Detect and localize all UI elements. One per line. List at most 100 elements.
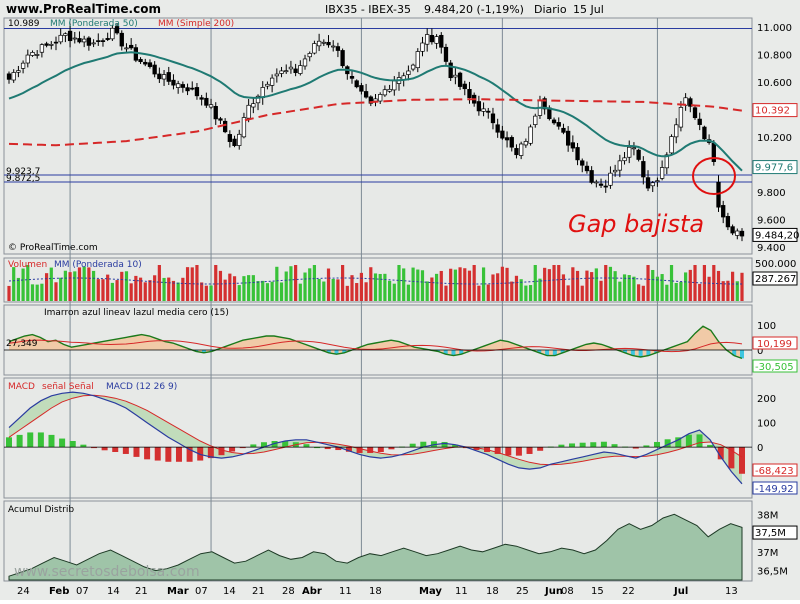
legend-ma50: MM (Ponderada 50) xyxy=(50,19,138,29)
candle-body xyxy=(180,84,186,88)
x-tick-label: 18 xyxy=(369,586,382,597)
volume-bar xyxy=(326,268,331,301)
volume-bar xyxy=(7,285,11,301)
macd-hist-bar xyxy=(80,444,87,448)
macd-hist-bar xyxy=(409,443,416,448)
volume-bar xyxy=(350,275,354,301)
volume-bar xyxy=(279,282,284,301)
macd-hist-bar xyxy=(515,447,522,456)
macd-hist-bar xyxy=(367,447,374,453)
volume-bar xyxy=(524,285,528,301)
x-tick-label: 14 xyxy=(223,586,236,597)
candle-body xyxy=(265,83,270,87)
volume-bar xyxy=(26,265,30,301)
candle-body xyxy=(363,91,369,98)
candle-body xyxy=(622,157,627,162)
price-panel[interactable] xyxy=(3,17,753,255)
volume-bar xyxy=(181,277,185,301)
candle-body xyxy=(35,54,40,56)
volume-bar xyxy=(303,272,307,301)
volume-bar xyxy=(157,265,161,301)
volume-bar xyxy=(726,280,730,301)
volume-bar xyxy=(665,284,669,301)
volume-bar xyxy=(275,266,279,301)
macd-ytick: 200 xyxy=(757,394,776,405)
macd-hist-bar xyxy=(314,447,321,449)
candle-body xyxy=(739,230,745,237)
macd-hist-bar xyxy=(537,447,544,451)
volume-bar xyxy=(16,277,20,301)
volume-bar xyxy=(510,281,514,301)
macd-hist-bar xyxy=(229,447,236,452)
volume-bar xyxy=(242,276,246,301)
volume-bar xyxy=(707,276,711,301)
candle-body xyxy=(561,127,566,133)
macd-hist-bar xyxy=(271,441,278,448)
volume-bar xyxy=(68,272,72,301)
candle-body xyxy=(82,38,87,43)
candle-body xyxy=(11,72,16,81)
candle-body xyxy=(641,161,646,178)
volume-bar xyxy=(317,279,321,301)
macd-hist-bar xyxy=(218,447,225,456)
imarron-value-box xyxy=(752,336,798,350)
macd-plot: 200 100 0 -68,423 -149,92 xyxy=(4,391,798,495)
volume-bar xyxy=(148,280,152,301)
volume-panel[interactable] xyxy=(3,257,753,303)
volume-bar xyxy=(637,284,641,301)
volume-value-box xyxy=(752,271,798,286)
volume-bar xyxy=(632,276,636,301)
volume-bar xyxy=(533,265,537,301)
candle-body xyxy=(232,138,237,146)
candle-body xyxy=(53,41,59,44)
candle-body xyxy=(194,87,200,97)
volume-bar xyxy=(477,285,481,301)
macd-hist-bar xyxy=(388,447,395,450)
candle-body xyxy=(631,147,637,150)
volume-bar xyxy=(721,281,725,301)
volume-bar xyxy=(298,283,302,301)
macd-hist-bar xyxy=(473,447,480,451)
volume-bar xyxy=(679,281,683,301)
price-value-label: 10.392 xyxy=(755,106,790,117)
volume-bar xyxy=(200,282,204,301)
macd-hist-bar xyxy=(685,434,692,448)
macd-hist-bar xyxy=(664,439,671,448)
volume-bar xyxy=(599,280,603,301)
candle-body xyxy=(237,133,242,146)
macd-value-label: -68,423 xyxy=(755,466,794,477)
volume-bar xyxy=(228,273,232,301)
candle-body xyxy=(481,108,486,112)
volume-bar xyxy=(185,267,190,301)
candle-body xyxy=(58,34,63,43)
candle-body xyxy=(96,40,101,42)
volume-bar xyxy=(538,278,542,301)
macd-panel[interactable] xyxy=(3,377,753,499)
candle-body xyxy=(157,73,162,80)
imarron-neg-bar xyxy=(552,350,557,356)
candle-body xyxy=(25,54,30,64)
macd-ytick: 0 xyxy=(757,443,763,454)
candle-body xyxy=(213,106,218,120)
volume-bar xyxy=(425,281,429,301)
volume-bar xyxy=(594,268,598,301)
volume-bar xyxy=(669,265,674,301)
x-tick-label: May xyxy=(419,586,442,597)
candle-body xyxy=(636,149,641,160)
chart-date: 15 Jul xyxy=(573,3,604,16)
candle-body xyxy=(124,47,129,50)
macd-hist-bar xyxy=(494,447,501,454)
legend-ma200: MM (Simple 200) xyxy=(158,19,234,29)
candle-body xyxy=(269,77,275,86)
macd-hist-bar xyxy=(48,434,55,448)
candle-body xyxy=(152,64,157,75)
volume-bar xyxy=(59,277,63,301)
macd-hist-bar xyxy=(207,447,214,459)
volume-bar xyxy=(383,273,387,301)
copyright: © ProRealTime.com xyxy=(8,243,98,253)
volume-bar xyxy=(693,265,697,301)
x-tick-label: 18 xyxy=(486,586,499,597)
imarron-neg-bar xyxy=(740,350,744,359)
candle-body xyxy=(30,52,35,56)
